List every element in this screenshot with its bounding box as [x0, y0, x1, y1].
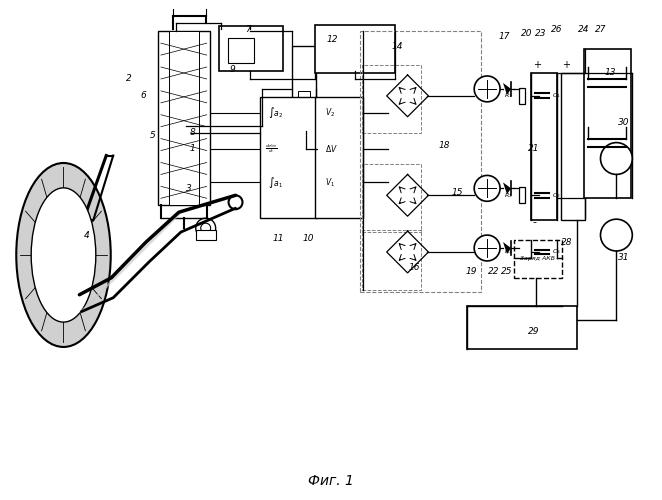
Text: $C_2$: $C_2$ [552, 191, 561, 200]
Circle shape [196, 218, 216, 238]
Text: 18: 18 [439, 141, 450, 150]
Text: $\frac{d\sigma_{lim}}{dt}$: $\frac{d\sigma_{lim}}{dt}$ [265, 142, 277, 155]
Bar [169, 31, 199, 205]
Bar [514, 240, 562, 278]
Ellipse shape [31, 188, 96, 322]
Bar [360, 31, 481, 292]
Polygon shape [503, 242, 511, 254]
Text: 9: 9 [230, 64, 236, 74]
Text: +: + [562, 60, 570, 70]
Text: 17: 17 [498, 32, 510, 40]
Text: 6: 6 [140, 92, 146, 100]
Ellipse shape [17, 163, 111, 347]
Text: 20: 20 [521, 28, 533, 38]
Text: $V_2$: $V_2$ [325, 106, 335, 119]
Bar [292, 46, 316, 130]
Bar [519, 188, 525, 204]
Bar [218, 26, 283, 71]
Text: $V_1$: $V_1$ [325, 176, 335, 188]
Text: $R_1$: $R_1$ [504, 92, 512, 100]
Circle shape [474, 76, 500, 102]
Bar [519, 244, 525, 260]
Text: 15: 15 [451, 188, 463, 197]
Circle shape [201, 223, 211, 233]
Text: $R_3$: $R_3$ [504, 248, 512, 256]
Text: $C_1$: $C_1$ [552, 92, 561, 100]
Circle shape [474, 235, 500, 261]
Bar [260, 97, 317, 218]
Text: 11: 11 [273, 234, 284, 242]
Text: 8: 8 [190, 128, 196, 137]
Text: +: + [533, 60, 541, 70]
Text: Заряд АКБ: Заряд АКБ [520, 256, 555, 262]
Text: $\int a_1$: $\int a_1$ [268, 175, 283, 190]
Circle shape [600, 219, 632, 251]
Text: 7: 7 [246, 24, 252, 34]
Text: $R_2$: $R_2$ [504, 191, 512, 200]
Bar [158, 31, 210, 205]
Bar [362, 230, 422, 290]
Text: 21: 21 [528, 144, 540, 153]
Bar [298, 91, 310, 113]
Text: 3: 3 [186, 184, 192, 193]
Bar [531, 73, 557, 220]
Polygon shape [503, 83, 511, 95]
Text: $\Delta V$: $\Delta V$ [325, 143, 338, 154]
Bar [315, 26, 395, 73]
Text: 19: 19 [465, 268, 477, 276]
Text: 12: 12 [326, 34, 338, 43]
Text: 4: 4 [83, 230, 89, 239]
Text: $C_3$: $C_3$ [552, 248, 561, 256]
Circle shape [474, 176, 500, 202]
Text: 25: 25 [501, 268, 513, 276]
Text: 29: 29 [528, 327, 540, 336]
Bar [467, 306, 577, 350]
Circle shape [228, 196, 242, 209]
Text: 22: 22 [489, 268, 500, 276]
Circle shape [600, 142, 632, 174]
Text: 16: 16 [408, 264, 420, 272]
Text: $\int a_2$: $\int a_2$ [268, 106, 283, 120]
Text: 2: 2 [126, 74, 132, 84]
Bar [228, 38, 254, 63]
Text: 1: 1 [190, 144, 196, 153]
Text: 30: 30 [618, 118, 629, 127]
Text: 31: 31 [618, 254, 629, 262]
Bar [519, 88, 525, 104]
Bar [584, 49, 632, 199]
Text: 26: 26 [551, 24, 563, 34]
Text: 14: 14 [392, 42, 403, 50]
Text: -: - [533, 217, 537, 227]
Text: 13: 13 [604, 68, 616, 78]
Bar [362, 164, 422, 232]
Text: Фиг. 1: Фиг. 1 [308, 474, 354, 488]
Text: 24: 24 [578, 24, 589, 34]
Text: 5: 5 [150, 131, 156, 140]
Bar [362, 65, 422, 132]
Text: 27: 27 [594, 24, 606, 34]
Bar [315, 97, 363, 218]
Text: 23: 23 [535, 28, 547, 38]
Bar [196, 230, 216, 240]
Polygon shape [503, 182, 511, 194]
Text: 10: 10 [303, 234, 314, 242]
Text: 28: 28 [561, 238, 573, 246]
Bar [561, 73, 585, 220]
